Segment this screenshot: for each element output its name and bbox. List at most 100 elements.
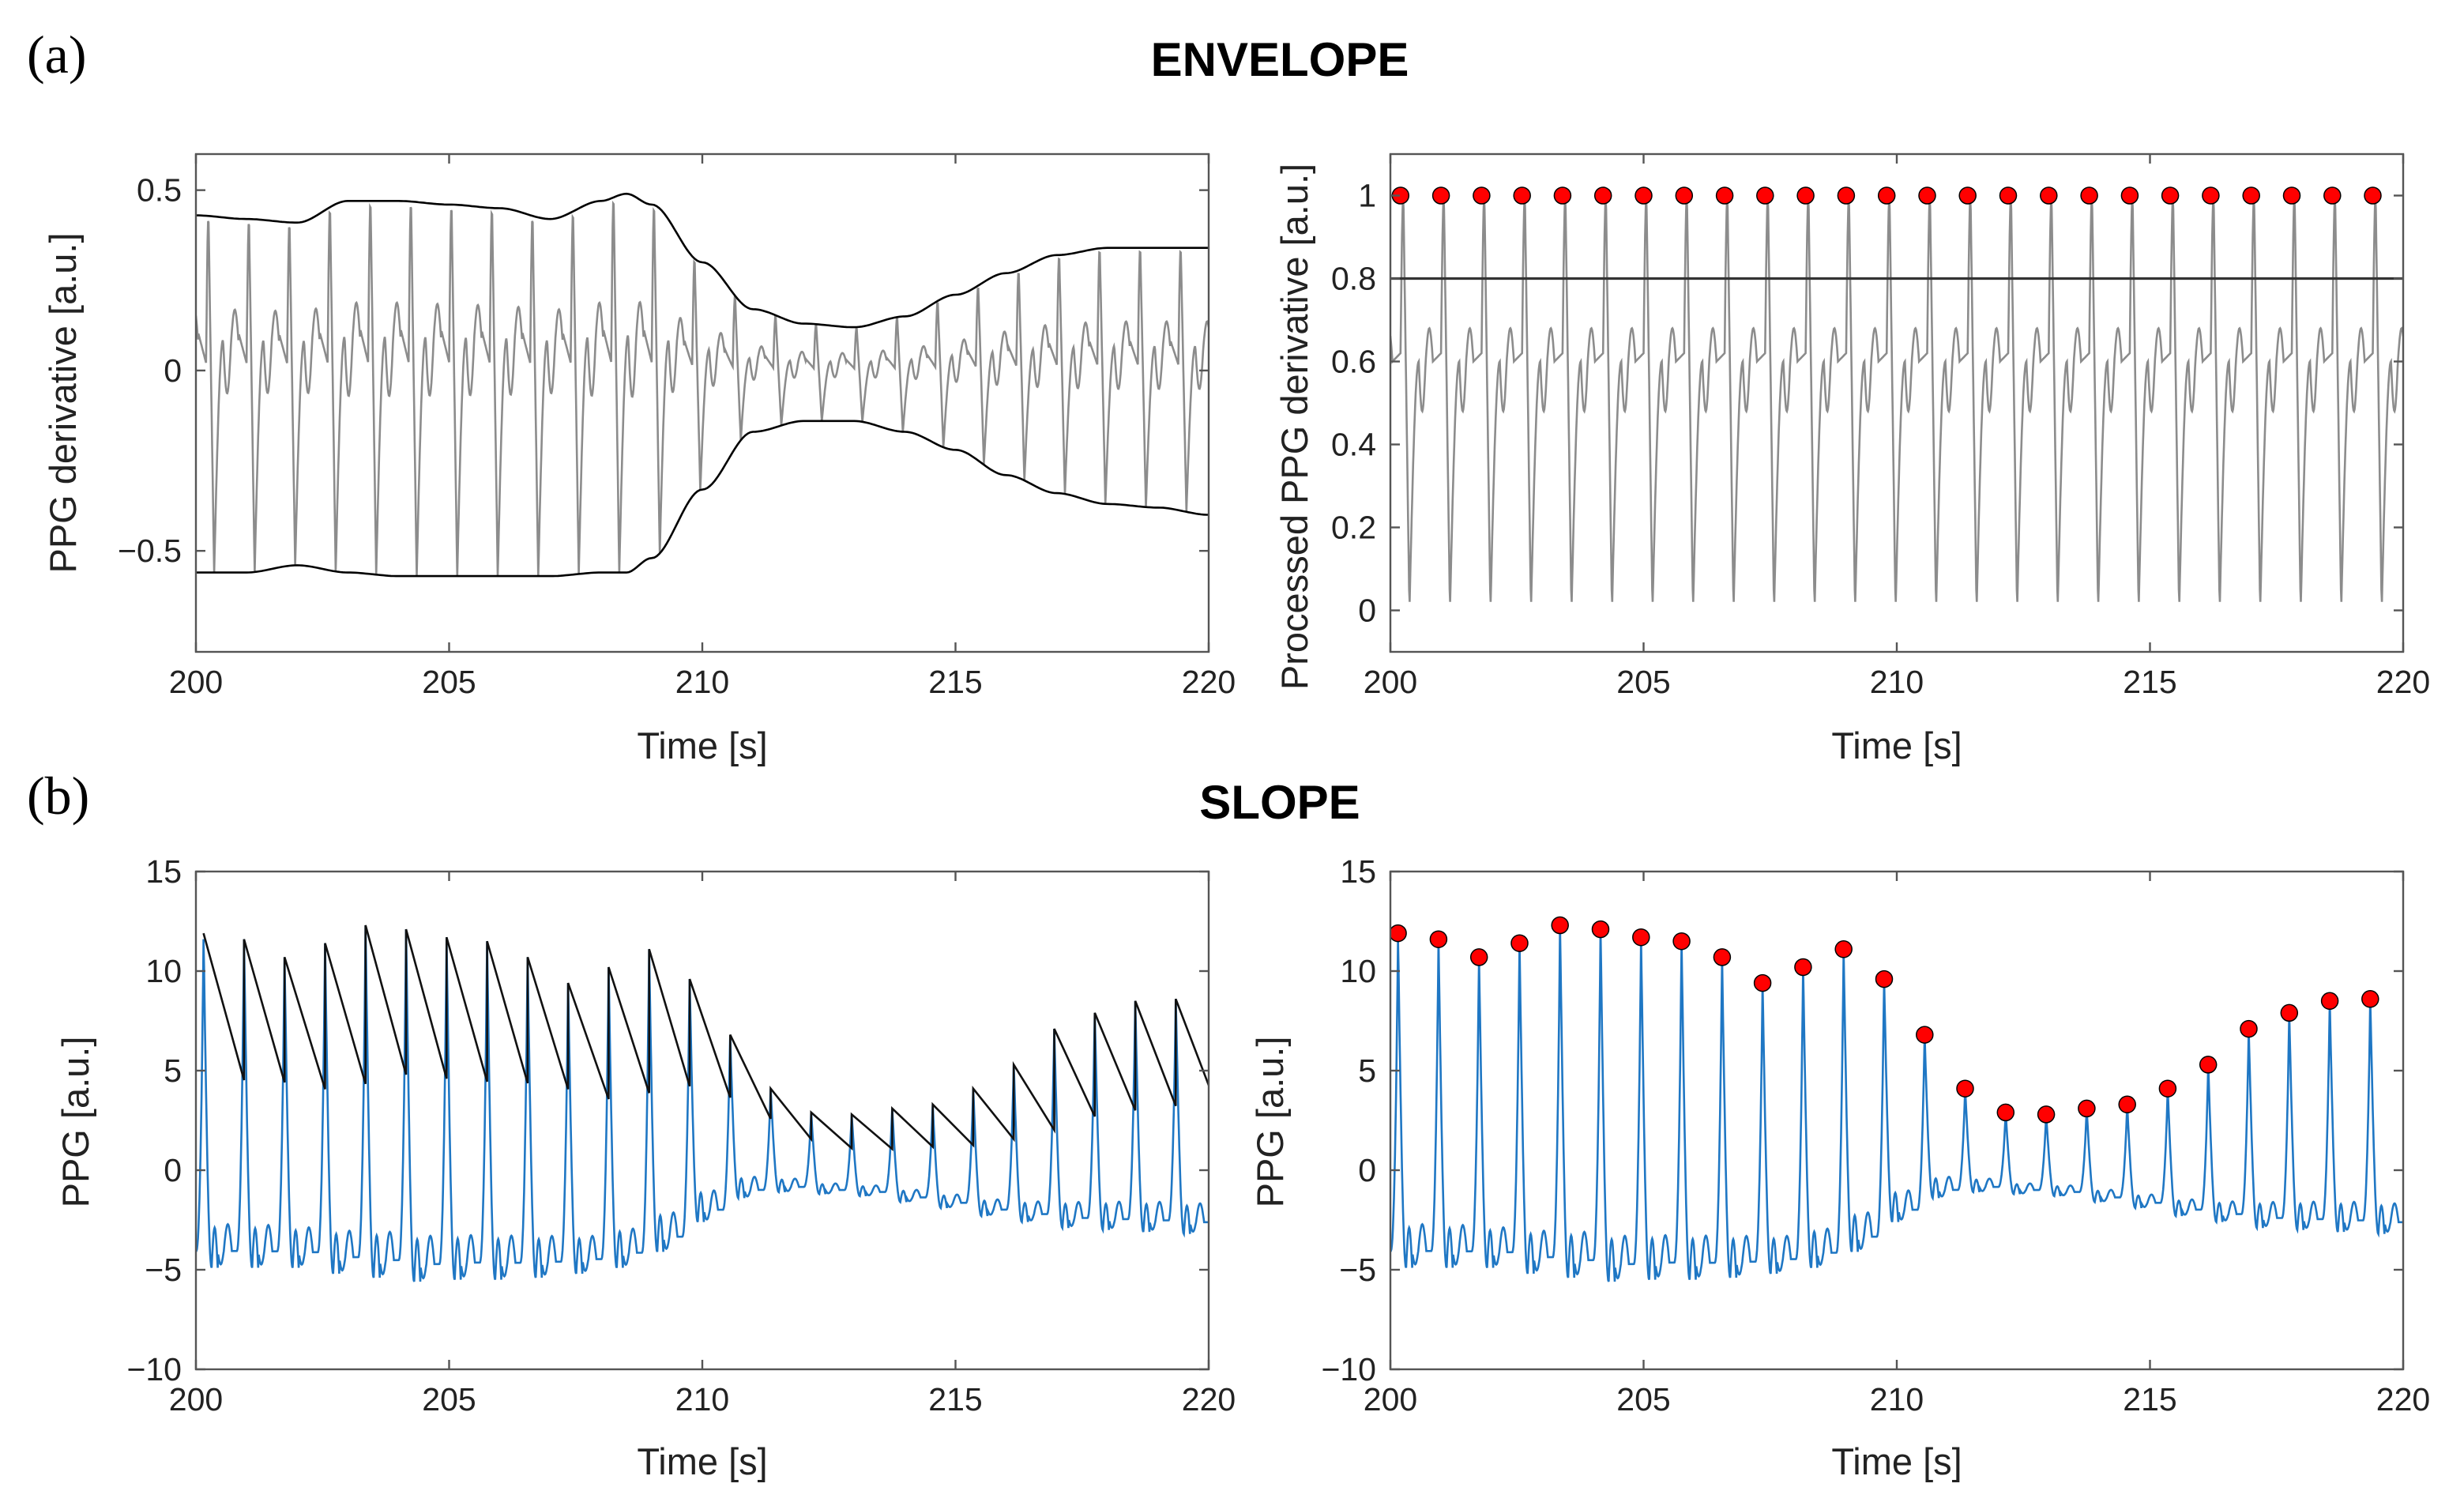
y-tick-label: 0.6: [1331, 344, 1376, 380]
y-tick-label: 5: [1358, 1052, 1376, 1089]
y-tick-label: 0.4: [1331, 427, 1376, 463]
detected-peak-marker: [1753, 973, 1772, 992]
x-tick-label: 210: [675, 664, 729, 700]
peak-marker: [2202, 186, 2220, 205]
y-axis-ticks: 0 0.2 0.4 0.6 0.8 1: [1331, 178, 2403, 629]
detected-peak-marker: [2199, 1056, 2218, 1074]
peak-marker: [1715, 186, 1734, 205]
x-tick-label: 220: [2376, 664, 2430, 700]
peak-marker: [1431, 186, 1450, 205]
detected-peak-marker: [1632, 928, 1650, 947]
series-line-ppg: [1390, 924, 2403, 1282]
peak-marker: [1999, 186, 2018, 205]
series-line-processed-derivative: [1390, 198, 2403, 602]
plot-area-threshold: [1390, 186, 2403, 602]
detected-peak-marker: [1996, 1103, 2015, 1122]
x-tick-label: 205: [1616, 664, 1670, 700]
detected-peak-marker: [1429, 930, 1448, 948]
peak-marker: [2282, 186, 2301, 205]
peak-marker: [2120, 186, 2139, 205]
y-tick-label: 0.5: [137, 172, 182, 209]
x-axis-title: Time [s]: [1831, 725, 1962, 766]
detected-peak-marker: [1469, 948, 1488, 966]
x-tick-label: 205: [422, 1381, 476, 1418]
y-tick-label: −5: [145, 1252, 182, 1288]
plot-area-peaks: [1390, 916, 2403, 1282]
detected-peak-marker: [1672, 932, 1691, 951]
peak-marker: [1877, 186, 1896, 205]
x-tick-label: 200: [169, 1381, 223, 1418]
x-tick-label: 205: [422, 664, 476, 700]
y-axis-title: Processed PPG derivative [a.u.]: [1273, 164, 1315, 690]
panel-a-label: (a): [27, 24, 86, 85]
detected-peak-marker: [1713, 948, 1732, 966]
peak-marker: [1513, 186, 1531, 205]
series-line-slope-sum: [202, 924, 1209, 1152]
detected-peak-marker: [1390, 924, 1407, 943]
peak-marker: [1593, 186, 1612, 205]
x-tick-label: 210: [1870, 1381, 1924, 1418]
detected-peak-marker: [1551, 916, 1569, 935]
x-tick-label: 220: [2376, 1381, 2430, 1418]
x-axis-ticks: 200 205 210 215 220: [1364, 154, 2430, 700]
chart-slope-peaks: 200 205 210 215 220 15 10 5 0 −5 −10 Time [s] PPG…: [1249, 853, 2430, 1482]
y-tick-label: 10: [145, 953, 182, 989]
peak-marker: [1796, 186, 1815, 205]
detected-peak-marker: [1591, 920, 1610, 939]
y-tick-label: 0: [1358, 593, 1376, 629]
x-tick-label: 205: [1616, 1381, 1670, 1418]
detected-peak-marker: [2118, 1095, 2136, 1114]
x-tick-label: 215: [2123, 664, 2176, 700]
x-tick-label: 215: [928, 1381, 982, 1418]
x-axis-ticks: 200 205 210 215 220: [169, 154, 1236, 700]
x-tick-label: 220: [1182, 1381, 1236, 1418]
series-line-ppg-derivative: [196, 200, 1209, 577]
y-tick-label: −0.5: [118, 533, 182, 569]
plot-area-envelope: [196, 192, 1209, 578]
y-axis-ticks: 15 10 5 0 −5 −10: [1321, 853, 2403, 1387]
series-line-lower-envelope: [196, 420, 1209, 578]
peak-marker: [1756, 186, 1774, 205]
detected-peak-marker: [1956, 1079, 1974, 1097]
panel-b-label: (b): [27, 766, 89, 826]
x-axis-ticks: 200 205 210 215 220: [1364, 872, 2430, 1418]
y-tick-label: 0: [1358, 1152, 1376, 1188]
detected-peak-marker: [2158, 1079, 2177, 1097]
y-axis-title: PPG derivative [a.u.]: [42, 232, 84, 573]
detected-peak-marker: [2280, 1003, 2299, 1022]
plot-area-slope: [196, 924, 1209, 1282]
y-tick-label: 0: [164, 1152, 182, 1188]
peak-marker: [1553, 186, 1572, 205]
y-tick-label: 15: [145, 853, 182, 890]
detected-peak-marker: [1834, 940, 1853, 958]
x-tick-label: 200: [1364, 664, 1417, 700]
slope-title: SLOPE: [1199, 776, 1360, 829]
y-axis-title: PPG [a.u.]: [55, 1037, 96, 1208]
detected-peak-marker: [2078, 1099, 2096, 1118]
chart-envelope-processed-derivative: 200 205 210 215 220 00.20.40.60.81 Time [s] …: [1273, 152, 2430, 766]
y-axis-ticks: 0.5 0 −0.5: [118, 172, 1209, 569]
peak-marker: [1635, 186, 1653, 205]
detected-peak-marker: [1916, 1026, 1934, 1044]
peak-marker: [1675, 186, 1694, 205]
peak-marker: [1473, 186, 1491, 205]
x-axis-ticks: 200 205 210 215 220: [169, 872, 1236, 1418]
peak-marker: [1958, 186, 1977, 205]
x-tick-label: 200: [169, 664, 223, 700]
x-axis-title: Time [s]: [637, 1440, 767, 1482]
detected-peak-marker: [2320, 992, 2339, 1011]
y-tick-label: −10: [1321, 1351, 1376, 1387]
detected-peak-marker: [2361, 990, 2379, 1008]
y-tick-label: 1: [1358, 178, 1376, 214]
x-tick-label: 210: [675, 1381, 729, 1418]
y-tick-label: −5: [1339, 1252, 1376, 1288]
series-line-upper-envelope: [196, 192, 1209, 329]
y-tick-label: 5: [164, 1052, 182, 1089]
y-tick-label: 0: [164, 352, 182, 389]
x-tick-label: 200: [1364, 1381, 1417, 1418]
peak-marker: [1918, 186, 1936, 205]
y-axis-ticks: 15 10 5 0 −5 −10: [126, 853, 1209, 1387]
peak-marker: [2364, 186, 2382, 205]
x-axis-title: Time [s]: [1831, 1440, 1962, 1482]
